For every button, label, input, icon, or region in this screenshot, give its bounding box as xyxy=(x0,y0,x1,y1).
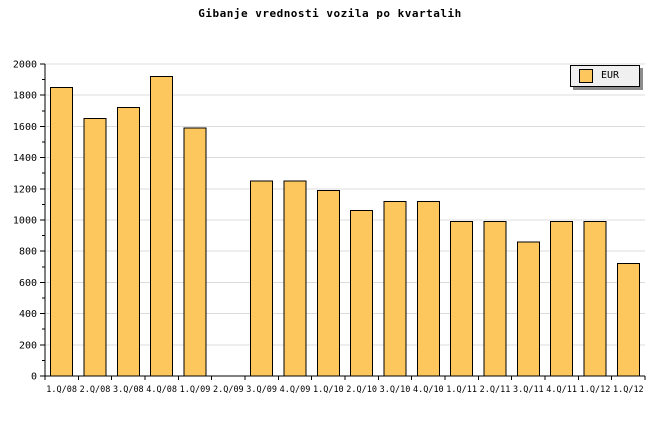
y-tick-label: 200 xyxy=(19,340,37,351)
bar-3.Q/08 xyxy=(116,107,140,377)
bar-2.Q/11 xyxy=(483,221,507,377)
x-tick-label: 1.Q/12 xyxy=(613,385,644,395)
x-tick-label: 1.Q/11 xyxy=(446,385,477,395)
x-tick-label: 3.Q/11 xyxy=(513,385,544,395)
x-tick-label: 1.Q/12 xyxy=(580,385,611,395)
y-tick-label: 1200 xyxy=(13,184,37,195)
y-tick-label: 800 xyxy=(19,247,37,258)
x-tick-label: 2.Q/11 xyxy=(480,385,511,395)
bar-1.Q/12 xyxy=(616,263,640,377)
y-tick-label: 400 xyxy=(19,309,37,320)
x-tick-label: 2.Q/09 xyxy=(213,385,244,395)
x-tick-label: 3.Q/08 xyxy=(113,385,144,395)
bar-3.Q/09 xyxy=(250,180,274,377)
y-tick-label: 0 xyxy=(31,372,37,383)
bar-2.Q/10 xyxy=(350,210,374,377)
legend-swatch-eur xyxy=(579,69,593,83)
bar-1.Q/12 xyxy=(583,221,607,377)
y-tick-label: 1400 xyxy=(13,153,37,164)
y-tick-label: 1000 xyxy=(13,216,37,227)
x-tick-label: 2.Q/10 xyxy=(346,385,377,395)
y-tick-label: 1800 xyxy=(13,91,37,102)
bar-1.Q/09 xyxy=(183,127,207,377)
x-tick-label: 4.Q/08 xyxy=(146,385,177,395)
bar-4.Q/09 xyxy=(283,180,307,377)
chart-legend: EUR xyxy=(570,65,640,87)
bar-4.Q/08 xyxy=(150,75,174,377)
bar-4.Q/10 xyxy=(416,200,440,377)
chart-title: Gibanje vrednosti vozila po kvartalih xyxy=(198,7,462,20)
y-tick-label: 1600 xyxy=(13,122,37,133)
x-tick-label: 4.Q/10 xyxy=(413,385,444,395)
x-tick-label: 4.Q/11 xyxy=(546,385,577,395)
y-tick-label: 2000 xyxy=(13,60,37,71)
bar-3.Q/10 xyxy=(383,200,407,377)
bar-1.Q/11 xyxy=(450,221,474,377)
x-tick-label: 2.Q/08 xyxy=(80,385,111,395)
y-tick-label: 600 xyxy=(19,278,37,289)
x-tick-label: 4.Q/09 xyxy=(280,385,311,395)
x-tick-label: 1.Q/09 xyxy=(180,385,211,395)
legend-label-eur: EUR xyxy=(601,70,620,81)
x-tick-label: 1.Q/10 xyxy=(313,385,344,395)
bar-3.Q/11 xyxy=(516,241,540,377)
x-tick-label: 1.Q/08 xyxy=(46,385,77,395)
bar-4.Q/11 xyxy=(550,221,574,377)
x-tick-label: 3.Q/10 xyxy=(380,385,411,395)
x-tick-label: 3.Q/09 xyxy=(246,385,277,395)
bar-1.Q/10 xyxy=(316,189,340,377)
bar-1.Q/08 xyxy=(50,86,74,377)
bar-2.Q/08 xyxy=(83,118,107,377)
